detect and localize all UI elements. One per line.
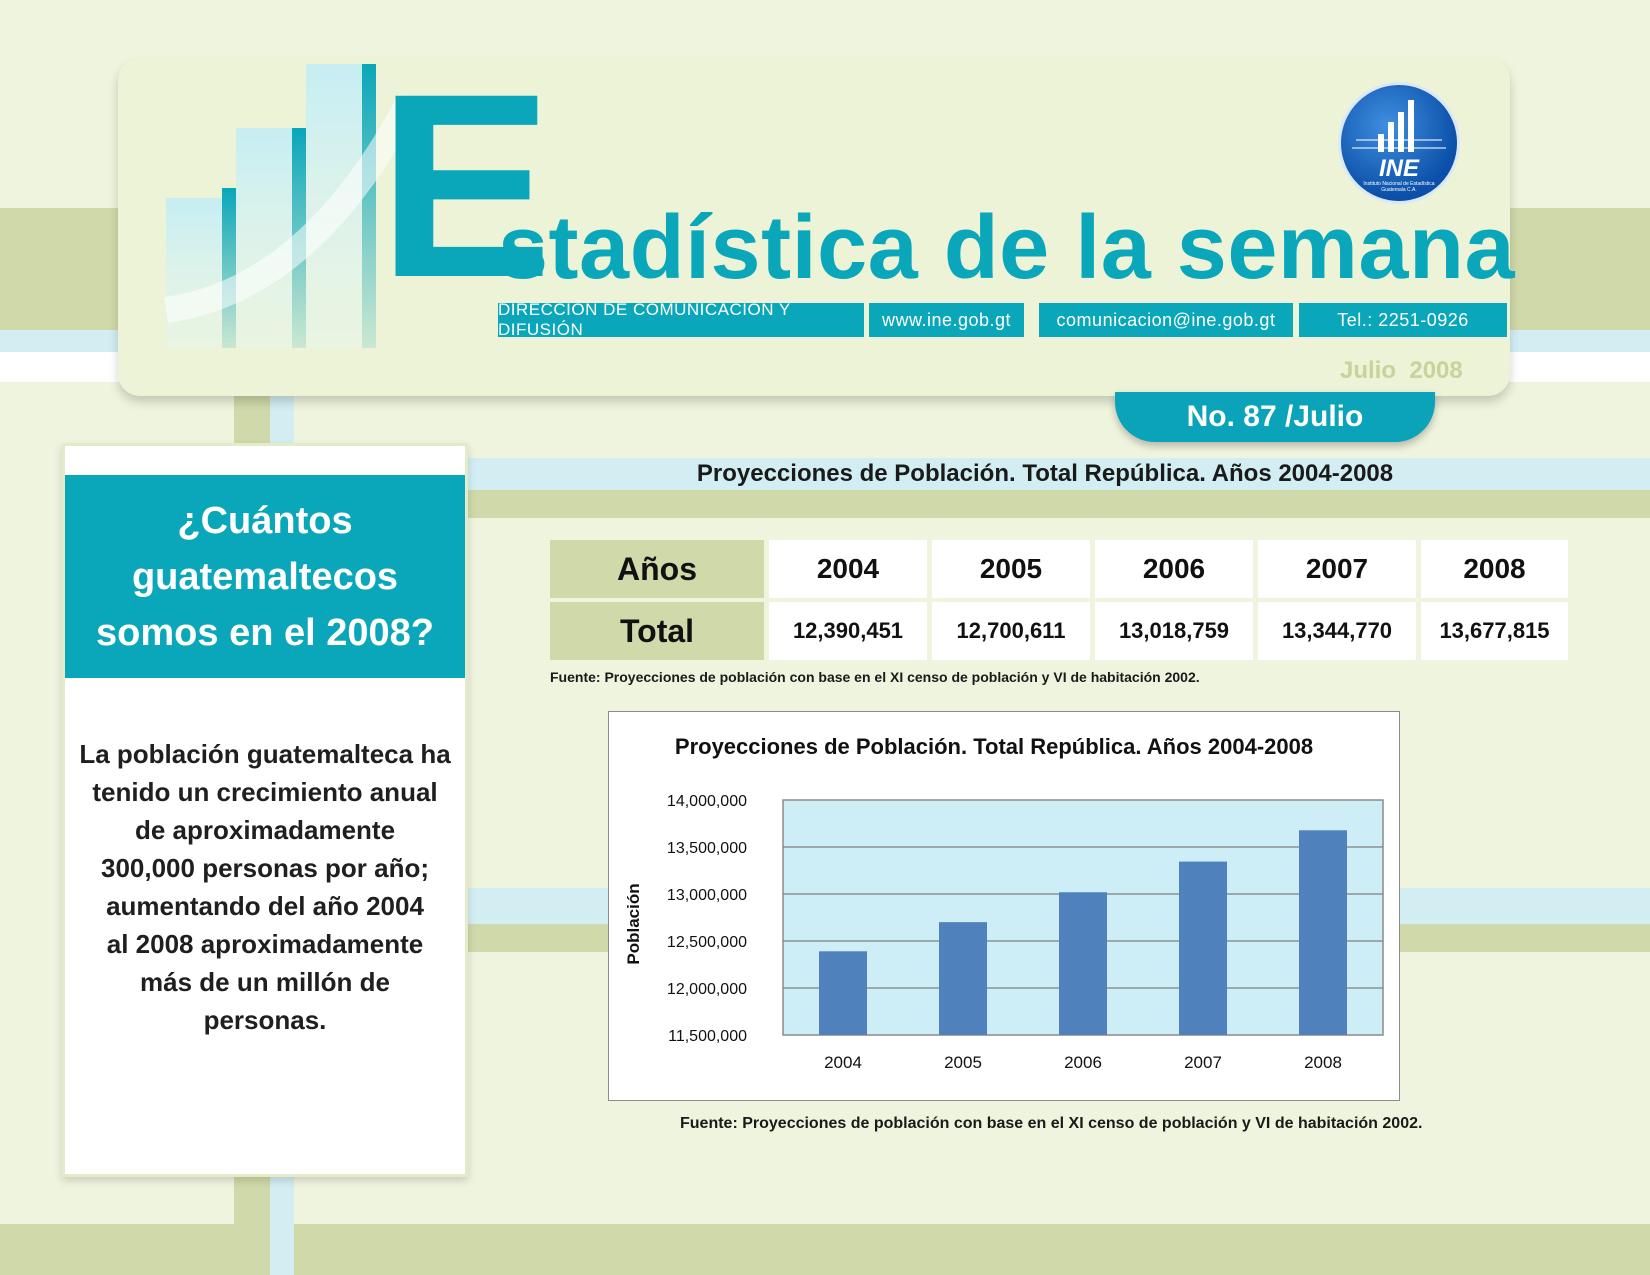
ine-logo-subtext: Instituto Nacional de Estadística Guatem… — [1363, 181, 1435, 193]
info-box-direccion: DIRECCIÓN DE COMUNICACIÓN Y DIFUSIÓN — [498, 300, 864, 339]
y-tick-label: 12,500,000 — [667, 934, 747, 951]
chart-source: Fuente: Proyecciones de población con ba… — [680, 1115, 1423, 1132]
question-line: ¿Cuántos — [177, 499, 353, 542]
info-box-email[interactable]: comunicacion@ine.gob.gt — [1039, 303, 1293, 337]
header-date: Julio 2008 — [1340, 357, 1463, 384]
table-source: Fuente: Proyecciones de población con ba… — [550, 669, 1200, 685]
bar — [1179, 861, 1227, 1035]
description-line: al 2008 aproximadamente — [106, 929, 424, 959]
description-line: aumentando del año 2004 — [106, 891, 424, 921]
x-tick-label: 2005 — [944, 1053, 982, 1072]
question-line: somos en el 2008? — [96, 611, 434, 654]
table-year-cell: 2007 — [1258, 540, 1416, 598]
description-text: La población guatemalteca ha tenido un c… — [75, 735, 455, 1039]
chart-box: Proyecciones de Población. Total Repúbli… — [608, 711, 1400, 1101]
table-total-cell: 13,018,759 — [1095, 602, 1253, 660]
x-tick-label: 2006 — [1064, 1053, 1102, 1072]
description-line: más de un millón de — [140, 967, 390, 997]
question-line: guatemaltecos — [131, 555, 399, 598]
bg-band-sky-mid — [440, 458, 1650, 490]
x-tick-label: 2008 — [1304, 1053, 1342, 1072]
table-header-years: Años — [550, 540, 764, 598]
bar — [1059, 892, 1107, 1035]
info-box-phone: Tel.: 2251-0926 — [1299, 303, 1507, 337]
table-total-cell: 13,344,770 — [1258, 602, 1416, 660]
table-total-cell: 13,677,815 — [1421, 602, 1568, 660]
table-header-total: Total — [550, 602, 764, 660]
table-year-cell: 2005 — [932, 540, 1090, 598]
bar — [819, 951, 867, 1035]
header-bars-graphic — [164, 64, 422, 348]
issue-number: No. 87 /Julio — [1186, 400, 1364, 433]
description-line: de aproximadamente — [134, 815, 396, 845]
y-tick-label: 11,500,000 — [668, 1028, 747, 1045]
ine-logo-text: INE — [1378, 155, 1419, 182]
y-tick-label: 14,000,000 — [667, 793, 747, 810]
bar — [1299, 830, 1347, 1035]
table-year-cell: 2008 — [1421, 540, 1568, 598]
title-initial: E — [378, 39, 554, 332]
table-year-cell: 2004 — [769, 540, 927, 598]
description-line: 300,000 personas por año; — [100, 853, 430, 883]
description-line: tenido un crecimiento anual — [92, 777, 438, 807]
section-title: Proyecciones de Población. Total Repúbli… — [696, 460, 1394, 487]
chart-ylabel: Población — [624, 883, 643, 964]
ine-logo: INE Instituto Nacional de Estadística Gu… — [1338, 82, 1460, 204]
bg-band-olive-mid — [440, 490, 1650, 518]
y-tick-label: 13,000,000 — [667, 887, 747, 904]
table-total-cell: 12,700,611 — [932, 602, 1090, 660]
chart-title: Proyecciones de Población. Total Repúbli… — [675, 734, 1313, 759]
table-total-cell: 12,390,451 — [769, 602, 927, 660]
description-line: La población guatemalteca ha — [79, 739, 451, 769]
table-year-cell: 2006 — [1095, 540, 1253, 598]
ine-logo-bars-icon — [1352, 100, 1446, 152]
y-tick-label: 12,000,000 — [667, 981, 747, 998]
bar-chart: Proyecciones de Población. Total Repúbli… — [624, 734, 1384, 1072]
info-box-web[interactable]: www.ine.gob.gt — [869, 303, 1024, 337]
y-tick-label: 13,500,000 — [667, 840, 747, 857]
issue-tab: No. 87 /Julio — [1115, 392, 1435, 442]
question-box: ¿Cuántos guatemaltecos somos en el 2008? — [65, 475, 465, 678]
title-text: stadística de la semana — [498, 198, 1516, 298]
x-tick-label: 2004 — [824, 1053, 862, 1072]
bar — [939, 922, 987, 1035]
x-tick-label: 2007 — [1184, 1053, 1222, 1072]
description-line: personas. — [203, 1005, 327, 1035]
